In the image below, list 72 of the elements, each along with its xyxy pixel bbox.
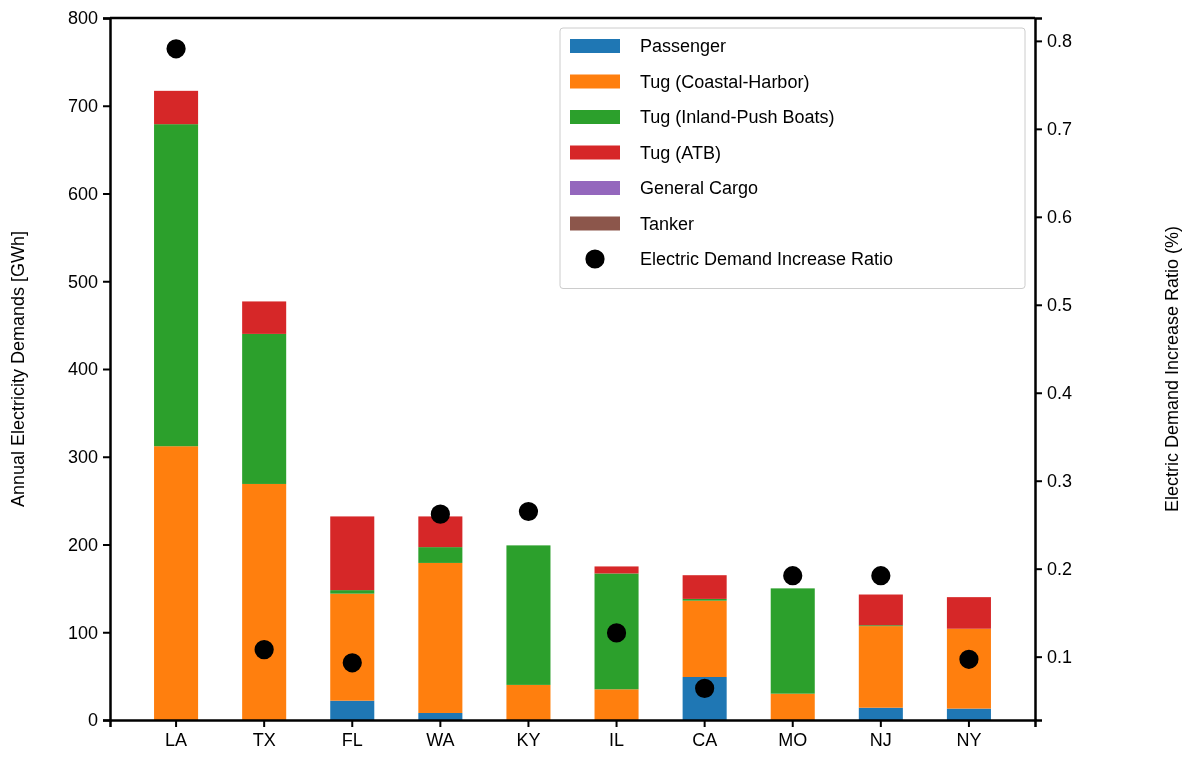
point	[430, 504, 450, 524]
bar	[154, 446, 199, 720]
x-tick-label: MO	[778, 729, 808, 750]
x-tick-label: NJ	[869, 729, 892, 750]
point	[695, 678, 715, 698]
bar	[506, 684, 551, 720]
bar	[418, 516, 463, 548]
bar	[594, 573, 639, 690]
x-tick-label: IL	[609, 729, 625, 750]
point	[166, 39, 186, 59]
point	[342, 653, 362, 673]
bar	[858, 626, 903, 708]
x-tick-label: WA	[426, 729, 455, 750]
bar	[682, 575, 727, 599]
bar	[242, 301, 287, 334]
bar	[242, 333, 287, 484]
legend-label: General Cargo	[640, 178, 759, 198]
bar	[506, 545, 551, 685]
y2-tick-label: 0.2	[1047, 558, 1073, 579]
bar	[770, 693, 815, 720]
y-tick-label: 100	[67, 622, 98, 643]
bar	[858, 594, 903, 626]
y2-tick-label: 0.1	[1047, 646, 1073, 667]
bar	[330, 590, 375, 594]
y-tick-label: 200	[67, 534, 98, 555]
point	[959, 649, 979, 669]
y2-tick-label: 0.5	[1047, 295, 1073, 316]
x-tick-label: TX	[252, 729, 276, 750]
y2-tick-label: 0.4	[1047, 383, 1073, 404]
bar	[418, 547, 463, 563]
legend-label: Tug (Coastal-Harbor)	[640, 71, 810, 92]
y-tick-label: 700	[67, 96, 98, 117]
point	[871, 566, 891, 586]
point	[518, 501, 539, 522]
bar	[946, 597, 991, 629]
y-tick-label: 800	[67, 8, 98, 29]
y-tick-label: 400	[67, 359, 98, 380]
x-tick-label: NY	[956, 729, 982, 750]
y-tick-label: 500	[67, 271, 98, 292]
bar	[946, 628, 991, 709]
y-tick-label: 300	[67, 447, 98, 468]
bar	[330, 700, 375, 720]
bar	[594, 566, 639, 574]
legend-label: Passenger	[640, 36, 727, 56]
y2-tick-label: 0.6	[1047, 207, 1073, 228]
x-tick-label: FL	[341, 729, 363, 750]
legend-label: Tug (ATB)	[640, 142, 722, 163]
bar	[418, 562, 463, 713]
bar	[242, 483, 287, 720]
bar	[330, 593, 375, 701]
y-tick-label: 600	[67, 183, 98, 204]
bar	[594, 689, 639, 720]
x-tick-label: KY	[516, 729, 541, 750]
y-tick-label: 0	[87, 710, 98, 731]
x-tick-label: LA	[165, 729, 188, 750]
legend-label: Tanker	[640, 213, 695, 234]
point	[606, 623, 627, 643]
legend-label: Electric Demand Increase Ratio	[640, 249, 894, 269]
y2-tick-label: 0.7	[1047, 119, 1073, 140]
y2-tick-label: 0.3	[1047, 470, 1073, 491]
legend-label: Tug (Inland-Push Boats)	[640, 107, 835, 127]
bar	[154, 90, 199, 125]
point	[783, 566, 803, 586]
point	[254, 640, 274, 660]
bar	[682, 600, 727, 677]
bar	[154, 124, 199, 447]
y2-tick-label: 0.8	[1047, 31, 1073, 52]
x-tick-label: CA	[692, 729, 718, 750]
bar	[770, 588, 815, 694]
bar	[330, 516, 375, 591]
y2-axis-title: Electric Demand Increase Ratio (%)	[1162, 225, 1182, 513]
y-axis-title: Annual Electricity Demands [GWh]	[8, 230, 28, 508]
